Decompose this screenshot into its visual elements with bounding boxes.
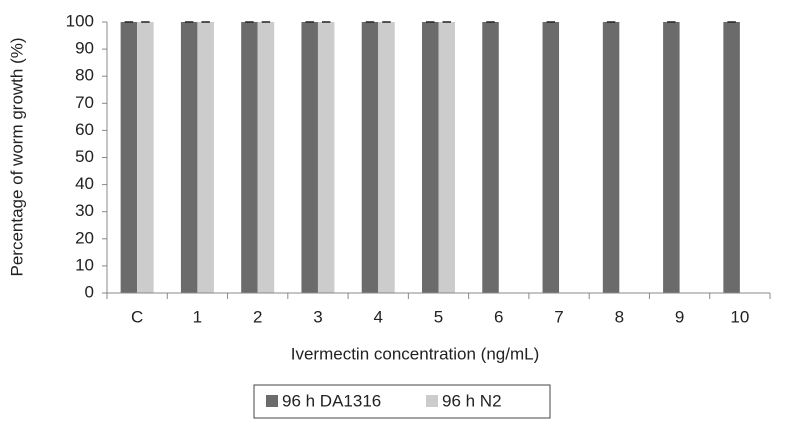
y-tick-label: 40 <box>75 174 94 193</box>
legend-swatch <box>266 395 278 407</box>
bar <box>723 22 740 293</box>
bar <box>663 22 680 293</box>
legend-label: 96 h DA1316 <box>282 391 381 410</box>
bar <box>482 22 499 293</box>
bar <box>542 22 560 293</box>
x-tick-label: 5 <box>434 307 443 326</box>
x-tick-label: 6 <box>494 307 503 326</box>
bar <box>180 22 198 293</box>
bar <box>361 22 379 293</box>
x-tick-label: 4 <box>373 307 382 326</box>
legend-box <box>253 384 551 419</box>
y-tick-label: 30 <box>75 201 94 220</box>
x-tick-label: 7 <box>554 307 563 326</box>
bar <box>137 22 154 293</box>
x-tick-label: 2 <box>253 307 262 326</box>
x-tick-label: 10 <box>730 307 749 326</box>
bar <box>257 22 275 293</box>
y-tick-label: 0 <box>85 282 94 301</box>
y-tick-label: 80 <box>75 66 94 85</box>
y-tick-label: 90 <box>75 39 94 58</box>
bar <box>378 22 395 293</box>
legend-label: 96 h N2 <box>442 391 502 410</box>
x-axis-label: Ivermectin concentration (ng/mL) <box>291 344 540 363</box>
x-tick-label: C <box>131 307 143 326</box>
x-tick-label: 9 <box>675 307 684 326</box>
bar <box>197 22 214 293</box>
bar <box>317 22 335 293</box>
y-tick-label: 50 <box>75 147 94 166</box>
y-tick-label: 100 <box>66 11 94 30</box>
legend-swatch <box>426 395 438 407</box>
bar <box>422 22 439 293</box>
bar <box>602 22 620 293</box>
y-tick-label: 70 <box>75 93 94 112</box>
x-tick-label: 1 <box>193 307 202 326</box>
bar <box>301 22 318 293</box>
x-tick-label: 3 <box>313 307 322 326</box>
y-axis-label: Percentage of worm growth (%) <box>7 37 26 276</box>
bar <box>241 22 258 293</box>
bar <box>120 22 138 293</box>
y-tick-label: 20 <box>75 228 94 247</box>
bar <box>438 22 455 293</box>
x-tick-label: 8 <box>615 307 624 326</box>
y-tick-label: 10 <box>75 255 94 274</box>
y-tick-label: 60 <box>75 120 94 139</box>
